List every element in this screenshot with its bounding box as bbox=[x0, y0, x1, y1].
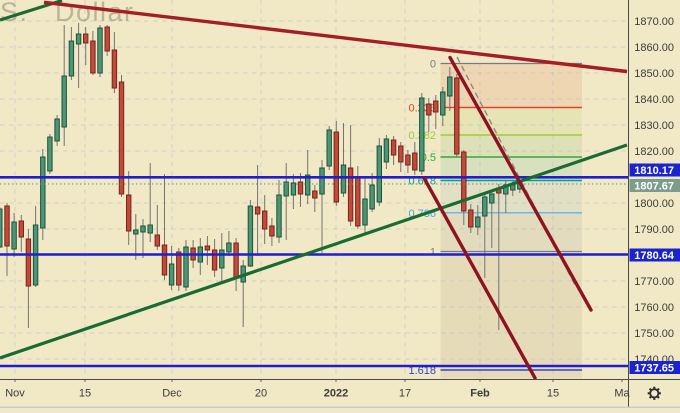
svg-text:1830.00: 1830.00 bbox=[634, 120, 674, 132]
svg-text:Dec: Dec bbox=[162, 388, 182, 400]
svg-text:15: 15 bbox=[547, 388, 559, 400]
svg-text:1870.00: 1870.00 bbox=[634, 16, 674, 28]
svg-text:17: 17 bbox=[399, 388, 411, 400]
svg-text:1807.67: 1807.67 bbox=[634, 181, 674, 193]
svg-text:1820.00: 1820.00 bbox=[634, 146, 674, 158]
svg-text:1800.00: 1800.00 bbox=[634, 198, 674, 210]
svg-text:1760.00: 1760.00 bbox=[634, 302, 674, 314]
svg-text:1810.17: 1810.17 bbox=[634, 165, 674, 177]
svg-text:1737.65: 1737.65 bbox=[634, 363, 674, 375]
svg-text:Nov: Nov bbox=[5, 388, 25, 400]
svg-text:1840.00: 1840.00 bbox=[634, 94, 674, 106]
svg-text:1790.00: 1790.00 bbox=[634, 224, 674, 236]
svg-text:Ma: Ma bbox=[614, 388, 630, 400]
svg-text:1: 1 bbox=[430, 247, 436, 259]
svg-text:2022: 2022 bbox=[324, 388, 348, 400]
svg-text:Feb: Feb bbox=[470, 388, 490, 400]
svg-text:1780.64: 1780.64 bbox=[634, 250, 675, 262]
svg-text:0: 0 bbox=[430, 59, 436, 71]
svg-text:20: 20 bbox=[255, 388, 267, 400]
svg-text:15: 15 bbox=[79, 388, 91, 400]
svg-text:1850.00: 1850.00 bbox=[634, 68, 674, 80]
svg-text:1860.00: 1860.00 bbox=[634, 42, 674, 54]
svg-text:1750.00: 1750.00 bbox=[634, 328, 674, 340]
svg-text:1770.00: 1770.00 bbox=[634, 276, 674, 288]
